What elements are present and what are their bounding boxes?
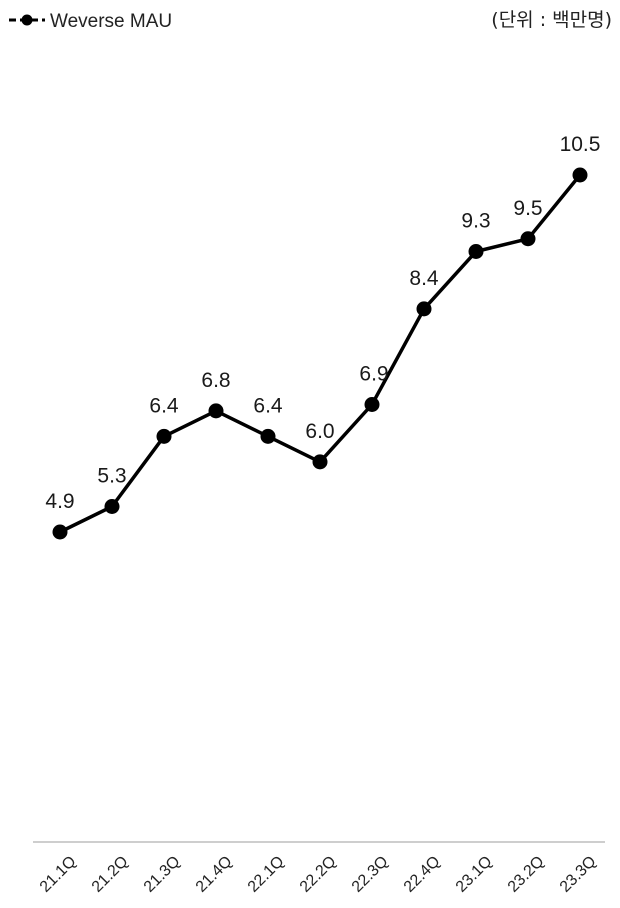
data-label-21-3q: 6.4 [149, 394, 179, 417]
x-tick-23-2q: 23.2Q [505, 853, 548, 896]
data-point-23-3q [572, 167, 588, 183]
data-point-22-3q [364, 397, 380, 412]
data-label-21-1q: 4.9 [45, 490, 74, 513]
legend: Weverse MAU [9, 11, 172, 32]
data-label-22-4q: 8.4 [409, 267, 439, 290]
data-point-23-2q [520, 231, 536, 247]
legend-label: Weverse MAU [50, 11, 172, 32]
data-point-21-4q [208, 403, 224, 419]
x-tick-23-3q: 23.3Q [557, 853, 600, 896]
x-tick-21-4q: 21.4Q [193, 853, 236, 896]
data-label-22-3q: 6.9 [359, 363, 388, 386]
data-point-21-3q [156, 428, 172, 444]
data-label-23-1q: 9.3 [461, 210, 490, 233]
data-points [52, 167, 588, 540]
data-label-21-2q: 5.3 [97, 465, 126, 488]
data-point-21-2q [104, 499, 120, 514]
unit-note: (단위 : 백만명) [491, 9, 612, 31]
data-label-23-2q: 9.5 [513, 197, 542, 220]
data-point-22-1q [260, 428, 276, 444]
data-point-22-2q [312, 454, 328, 470]
data-point-23-1q [468, 244, 484, 259]
x-tick-22-2q: 22.2Q [297, 853, 340, 896]
x-tick-21-3q: 21.3Q [141, 853, 184, 896]
legend-dot-marker [21, 14, 33, 26]
data-point-21-1q [52, 524, 68, 540]
x-tick-labels: 21.1Q 21.2Q 21.3Q 21.4Q 22.1Q 22.2Q 22.3Q 22.4Q… [37, 853, 600, 896]
data-point-22-4q [416, 301, 432, 317]
x-tick-21-2q: 21.2Q [89, 853, 132, 896]
x-tick-22-3q: 22.3Q [349, 853, 392, 896]
data-labels: 4.9 5.3 6.4 6.8 6.4 6.0 6.9 8.4 9.3 9.5 10.5 [45, 133, 600, 513]
data-label-22-1q: 6.4 [253, 394, 283, 417]
data-label-22-2q: 6.0 [305, 420, 334, 443]
data-label-23-3q: 10.5 [560, 133, 601, 156]
data-label-21-4q: 6.8 [201, 369, 230, 392]
x-tick-22-4q: 22.4Q [401, 853, 444, 896]
series-line-weverse-mau [58, 173, 582, 534]
x-tick-23-1q: 23.1Q [453, 853, 496, 896]
x-tick-22-1q: 22.1Q [245, 853, 288, 896]
x-tick-21-1q: 21.1Q [37, 853, 80, 896]
